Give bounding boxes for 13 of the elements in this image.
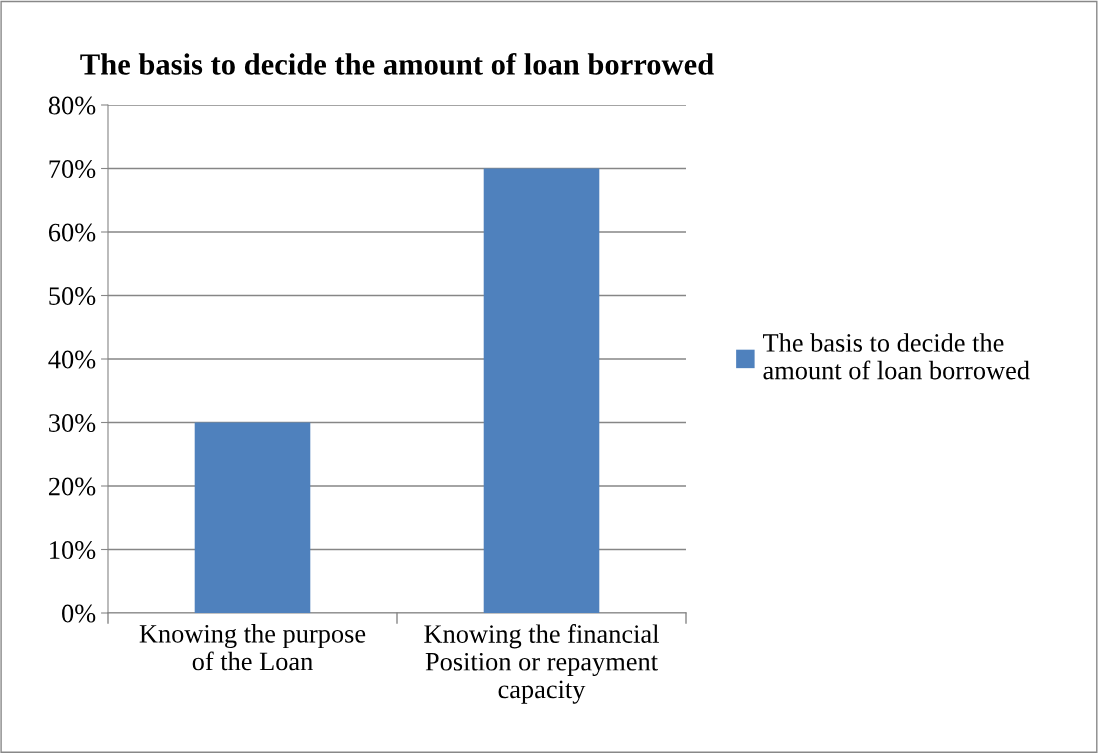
x-tick-label: Knowing the financial Position or repayment capacity [424, 624, 659, 704]
y-tick-label: 60% [48, 223, 96, 242]
x-tick-label: Knowing the purpose of the Loan [139, 624, 366, 671]
y-tick-label: 0% [62, 604, 96, 623]
y-tick-label: 20% [48, 477, 96, 496]
legend-label: The basis to decide the amount of loan borrowed [763, 333, 1030, 380]
y-tick-label: 70% [49, 160, 96, 178]
y-tick-label: 30% [49, 414, 96, 432]
chart-title: The basis to decide the amount of loan borrowed [80, 52, 714, 75]
y-tick-label: 50% [49, 287, 96, 305]
y-tick-label: 10% [50, 541, 96, 559]
y-tick-label: 40% [48, 350, 96, 369]
y-tick-label: 80% [48, 96, 96, 115]
